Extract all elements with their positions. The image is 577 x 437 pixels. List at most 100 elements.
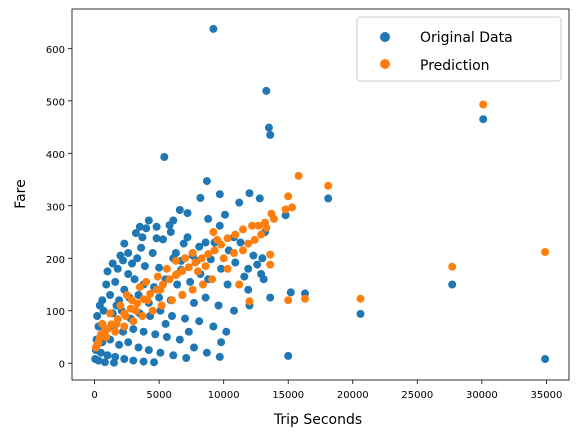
data-point	[253, 260, 262, 269]
y-axis: 0 100 200 300 400 500 600	[46, 45, 72, 371]
data-point	[324, 194, 333, 203]
data-point	[140, 262, 149, 271]
data-point	[248, 221, 257, 230]
data-point	[294, 171, 303, 180]
data-point	[195, 242, 204, 251]
data-point	[103, 351, 112, 360]
data-point	[162, 264, 171, 273]
y-tick-label: 0	[59, 360, 65, 371]
data-point	[129, 356, 138, 365]
data-point	[244, 285, 253, 294]
data-point	[181, 254, 189, 263]
data-point	[235, 198, 244, 207]
data-point	[93, 312, 102, 320]
data-point	[210, 246, 219, 255]
x-tick-label: 20000	[337, 390, 369, 401]
data-point	[168, 296, 176, 305]
data-point	[222, 327, 231, 336]
data-point	[134, 343, 143, 352]
data-point	[116, 301, 125, 310]
data-point	[106, 291, 115, 299]
data-point	[217, 264, 226, 273]
data-point	[148, 249, 157, 257]
data-point	[124, 249, 133, 257]
data-point	[157, 301, 166, 310]
data-point	[171, 256, 180, 265]
data-point	[156, 348, 165, 357]
data-point	[102, 280, 111, 289]
data-point	[138, 233, 147, 242]
data-point	[479, 100, 488, 109]
data-point	[120, 239, 129, 248]
data-point	[239, 246, 247, 255]
data-point	[541, 248, 550, 256]
data-point	[139, 357, 148, 366]
y-axis-title: Fare	[13, 179, 29, 208]
data-point	[98, 319, 107, 328]
x-tick-label: 25000	[401, 390, 433, 401]
data-point	[165, 275, 174, 284]
x-tick-label: 0	[91, 390, 97, 401]
data-point	[193, 267, 202, 276]
data-point	[223, 264, 232, 273]
data-point	[215, 221, 224, 230]
data-point	[131, 229, 140, 238]
data-point	[110, 358, 118, 367]
data-point	[257, 270, 266, 278]
data-point	[120, 355, 129, 363]
data-point	[142, 224, 151, 233]
data-point	[284, 351, 293, 360]
data-point	[208, 275, 217, 284]
data-point	[264, 123, 273, 132]
data-point	[196, 193, 205, 202]
legend: Original Data Prediction	[356, 16, 562, 82]
data-point	[184, 263, 193, 272]
data-point	[479, 115, 488, 124]
y-tick-label: 400	[46, 150, 65, 161]
data-point	[204, 214, 213, 223]
data-point	[249, 251, 258, 260]
data-point	[168, 312, 176, 320]
series-prediction	[91, 100, 550, 352]
data-point	[178, 291, 187, 299]
data-point	[258, 254, 267, 263]
data-point	[175, 335, 184, 344]
data-point	[240, 272, 249, 281]
data-point	[130, 275, 139, 284]
data-point	[202, 348, 211, 357]
data-point	[245, 297, 254, 306]
y-tick-label: 100	[46, 307, 65, 318]
x-tick-label: 5000	[146, 390, 171, 401]
y-tick-label: 500	[46, 97, 65, 108]
data-point	[128, 259, 136, 268]
data-point	[103, 267, 112, 276]
data-point	[103, 325, 112, 334]
data-point	[155, 263, 164, 272]
data-point	[129, 317, 138, 326]
x-tick-label: 10000	[208, 390, 240, 401]
data-point	[171, 249, 180, 257]
data-point	[214, 301, 223, 310]
y-tick-label: 300	[46, 202, 65, 213]
data-point	[113, 264, 122, 273]
data-point	[116, 251, 125, 260]
data-point	[286, 288, 295, 297]
data-point	[183, 233, 192, 242]
plot-frame	[71, 8, 570, 381]
data-point	[135, 222, 144, 231]
data-point	[173, 280, 182, 289]
data-point	[202, 177, 211, 186]
data-point	[94, 356, 103, 365]
y-tick-label: 200	[46, 255, 65, 266]
data-point	[159, 235, 167, 244]
data-point	[184, 327, 193, 336]
data-point	[188, 285, 197, 294]
data-point	[244, 264, 253, 273]
data-point	[217, 338, 226, 347]
x-tick-label: 30000	[466, 390, 498, 401]
legend-label-original: Original Data	[420, 30, 513, 46]
data-point	[111, 277, 120, 286]
data-point	[213, 235, 222, 244]
data-point	[266, 250, 275, 259]
data-point	[284, 296, 293, 305]
